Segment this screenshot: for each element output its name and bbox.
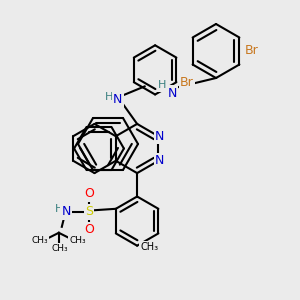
Text: N: N [155,154,165,167]
Text: CH₃: CH₃ [140,242,158,252]
Text: N: N [61,205,71,218]
Text: O: O [84,187,94,200]
Text: N: N [113,93,122,106]
Text: N: N [155,130,165,143]
Text: Br: Br [180,76,194,89]
Text: O: O [84,223,94,236]
Text: S: S [85,205,93,218]
Text: H: H [104,92,113,102]
Text: CH₃: CH₃ [32,236,48,245]
Text: CH₃: CH₃ [69,236,86,245]
Text: H: H [158,80,166,91]
Text: Br: Br [245,44,259,58]
Text: CH₃: CH₃ [51,244,68,253]
Text: N: N [168,86,177,100]
Text: H: H [55,204,63,214]
